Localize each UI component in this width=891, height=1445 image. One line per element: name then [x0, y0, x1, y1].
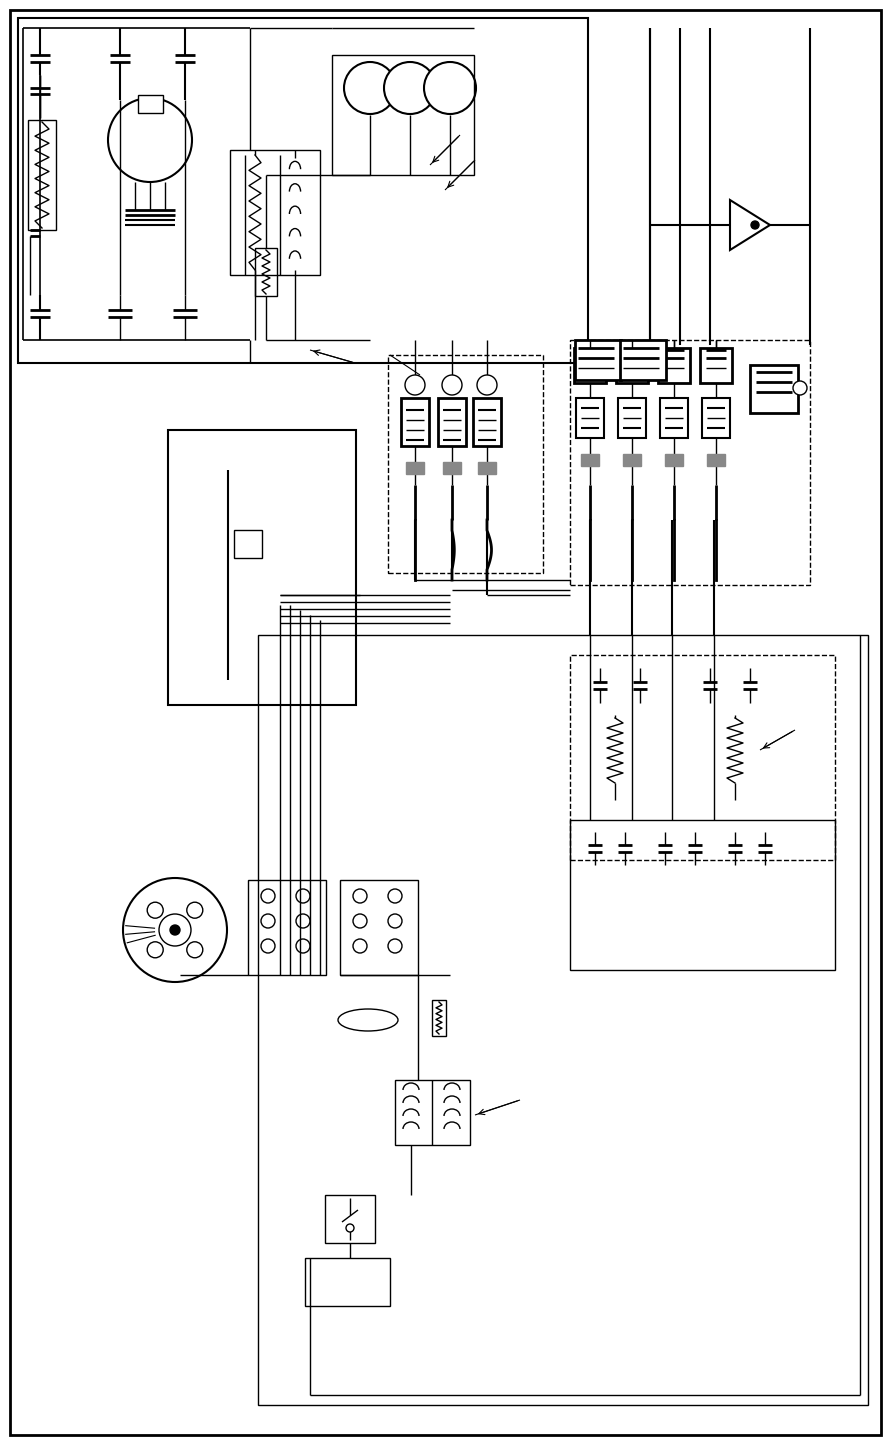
Bar — [665, 454, 683, 465]
Bar — [570, 655, 835, 860]
Bar — [28, 120, 56, 230]
Bar — [325, 1195, 375, 1243]
Bar — [570, 340, 810, 585]
Circle shape — [793, 381, 807, 394]
Bar — [620, 340, 666, 380]
Circle shape — [751, 221, 759, 228]
Bar — [230, 150, 320, 275]
Circle shape — [405, 376, 425, 394]
Bar — [581, 454, 599, 465]
Circle shape — [170, 925, 180, 935]
Bar — [702, 397, 730, 438]
Bar — [340, 880, 418, 975]
Circle shape — [477, 376, 497, 394]
Circle shape — [147, 902, 163, 918]
Circle shape — [424, 62, 476, 114]
Bar — [438, 397, 466, 447]
Bar — [406, 462, 424, 474]
Circle shape — [261, 939, 275, 954]
Bar — [401, 397, 429, 447]
Bar — [168, 431, 356, 705]
Circle shape — [353, 915, 367, 928]
Bar — [138, 95, 163, 113]
Bar — [388, 355, 543, 574]
Bar — [234, 530, 262, 558]
Bar — [258, 634, 868, 1405]
Bar — [443, 462, 461, 474]
Circle shape — [388, 915, 402, 928]
Circle shape — [442, 376, 462, 394]
Bar — [750, 366, 798, 413]
Bar — [478, 462, 496, 474]
Bar — [248, 880, 326, 975]
Circle shape — [296, 889, 310, 903]
Circle shape — [147, 942, 163, 958]
Bar — [395, 1079, 470, 1144]
Circle shape — [384, 62, 436, 114]
Bar — [700, 348, 732, 383]
Bar — [570, 819, 835, 970]
Bar — [618, 397, 646, 438]
Circle shape — [344, 62, 396, 114]
Circle shape — [261, 889, 275, 903]
Circle shape — [159, 915, 191, 946]
Bar — [707, 454, 725, 465]
Circle shape — [187, 942, 203, 958]
Bar — [255, 249, 277, 296]
Bar — [616, 348, 648, 383]
Circle shape — [296, 915, 310, 928]
Bar — [576, 397, 604, 438]
Bar — [658, 348, 690, 383]
Circle shape — [353, 889, 367, 903]
Bar — [660, 397, 688, 438]
Circle shape — [353, 939, 367, 954]
Circle shape — [108, 98, 192, 182]
Circle shape — [388, 939, 402, 954]
Circle shape — [388, 889, 402, 903]
Bar — [18, 17, 588, 363]
Bar — [473, 397, 501, 447]
Bar — [575, 340, 621, 380]
Bar — [305, 1259, 390, 1306]
Bar — [432, 1000, 446, 1036]
Circle shape — [187, 902, 203, 918]
Bar — [574, 348, 606, 383]
Circle shape — [296, 939, 310, 954]
Circle shape — [346, 1224, 354, 1233]
Bar — [332, 55, 474, 175]
Circle shape — [261, 915, 275, 928]
Circle shape — [123, 879, 227, 983]
Bar — [623, 454, 641, 465]
